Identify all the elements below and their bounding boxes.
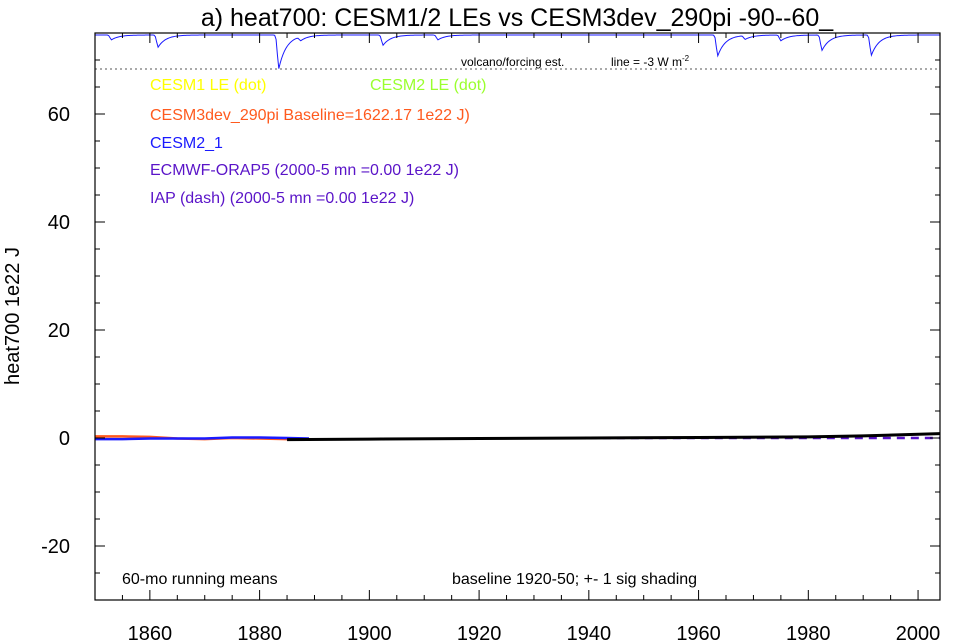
x-tick-label: 2000 bbox=[896, 623, 941, 641]
axes: -20 0 20 40 60 1860 1880 1900 1920 1940 1960 1980 20… bbox=[41, 32, 941, 641]
x-tick-label: 1940 bbox=[567, 623, 612, 641]
y-tick-label: 60 bbox=[48, 104, 70, 126]
legend-label-cesm2-le: CESM2 LE (dot) bbox=[370, 77, 486, 94]
y-tick-label: 40 bbox=[48, 212, 70, 234]
chart-title: a) heat700: CESM1/2 LEs vs CESM3dev_290p… bbox=[201, 4, 834, 32]
series-lines bbox=[95, 432, 941, 442]
volcano-forcing-line bbox=[95, 34, 940, 69]
volcano-forcing-panel bbox=[95, 34, 940, 70]
x-tick-label: 1960 bbox=[676, 623, 721, 641]
plot-frame bbox=[94, 32, 941, 601]
legend-label-cesm3dev: CESM3dev_290pi Baseline=1622.17 1e22 J) bbox=[150, 107, 470, 124]
x-tick-label: 1920 bbox=[457, 623, 502, 641]
volcano-annotations: volcano/forcing est. line = -3 W m-2 bbox=[461, 54, 690, 69]
y-axis-label: heat700 1e22 J bbox=[2, 247, 24, 385]
volcano-label: volcano/forcing est. bbox=[461, 55, 564, 69]
note-running-means: 60-mo running means bbox=[122, 571, 278, 588]
y-tick-label: -20 bbox=[41, 536, 70, 558]
volcano-scale-superscript: -2 bbox=[682, 54, 690, 63]
y-tick-label: 20 bbox=[48, 320, 70, 342]
y-tick-label: 0 bbox=[59, 428, 70, 450]
legend: CESM1 LE (dot) CESM2 LE (dot) CESM3dev_2… bbox=[150, 77, 486, 207]
legend-label-cesm2-1: CESM2_1 bbox=[150, 135, 223, 152]
x-tick-label: 1880 bbox=[237, 623, 282, 641]
x-tick-label: 1900 bbox=[347, 623, 392, 641]
volcano-scale-label: line = -3 W m-2 bbox=[611, 54, 690, 69]
x-tick-label: 1980 bbox=[786, 623, 831, 641]
x-tick-label: 1860 bbox=[128, 623, 173, 641]
series-line-3 bbox=[287, 432, 941, 442]
volcano-scale-text: line = -3 W m bbox=[611, 55, 682, 69]
legend-label-cesm1-le: CESM1 LE (dot) bbox=[150, 77, 266, 94]
legend-label-iap: IAP (dash) (2000-5 mn =0.00 1e22 J) bbox=[150, 190, 414, 207]
series-line-1 bbox=[95, 436, 310, 441]
legend-label-ecmwf-orap5: ECMWF-ORAP5 (2000-5 mn =0.00 1e22 J) bbox=[150, 162, 459, 179]
note-baseline: baseline 1920-50; +- 1 sig shading bbox=[452, 571, 697, 588]
